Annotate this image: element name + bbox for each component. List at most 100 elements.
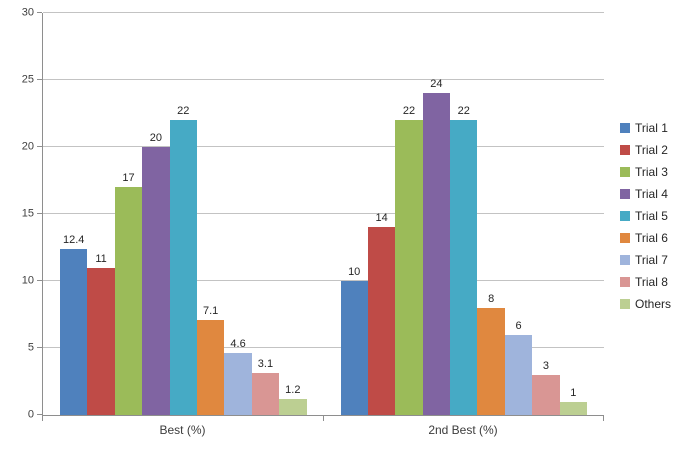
legend-label: Trial 2	[635, 143, 668, 157]
bar	[477, 307, 505, 415]
y-axis-tick	[37, 12, 42, 13]
bar-value-label: 4.6	[230, 338, 246, 351]
bar-groups: 12.4 11 17 20 22 7.1 4.6 3.1 1.2 10 14 22 24 22 8 6 3 1	[43, 13, 604, 415]
legend-item: Others	[620, 298, 671, 310]
bar	[340, 281, 368, 415]
legend-item: Trial 1	[620, 122, 671, 134]
category-label-best: Best (%)	[159, 423, 206, 437]
bar-column: 10	[340, 13, 368, 415]
legend-label: Trial 5	[635, 209, 668, 223]
legend-label: Trial 4	[635, 187, 668, 201]
y-axis-tick-label: 10	[21, 274, 34, 287]
bar-column: 20	[142, 13, 170, 415]
legend-swatch-icon	[620, 211, 630, 221]
bar-column: 22	[395, 13, 423, 415]
bar-value-label: 22	[177, 105, 190, 118]
legend-label: Others	[635, 297, 672, 311]
x-axis-tick	[322, 416, 324, 421]
y-axis-tick	[37, 347, 42, 348]
legend-swatch-icon	[620, 167, 630, 177]
bar-value-label: 12.4	[62, 233, 85, 246]
legend-item: Trial 7	[620, 254, 671, 266]
y-axis-tick-label: 5	[27, 341, 34, 354]
bar-column: 1.2	[279, 13, 307, 415]
bar	[279, 398, 307, 415]
bar	[532, 374, 560, 415]
bar-column: 3.1	[251, 13, 280, 415]
bar-column: 24	[422, 13, 451, 415]
gridline	[43, 213, 604, 214]
bar-column: 7.1	[196, 13, 225, 415]
legend-label: Trial 6	[635, 231, 668, 245]
bar-column: 17	[114, 13, 143, 415]
y-axis-tick	[37, 213, 42, 214]
bar	[450, 120, 478, 415]
legend-label: Trial 7	[635, 253, 668, 267]
legend-item: Trial 8	[620, 276, 671, 288]
bar-value-label: 3	[542, 359, 549, 372]
bar	[395, 120, 423, 415]
bar-value-label: 20	[149, 132, 162, 145]
legend-swatch-icon	[620, 233, 630, 243]
gridline	[43, 12, 604, 13]
bar-value-label: 22	[457, 105, 470, 118]
bar	[224, 353, 252, 415]
legend: Trial 1 Trial 2 Trial 3 Trial 4 Trial 5 Trial…	[620, 122, 671, 310]
gridline	[43, 78, 604, 80]
bar-column: 11	[87, 13, 115, 415]
legend-swatch-icon	[620, 277, 630, 287]
x-axis-tick	[42, 416, 43, 421]
plot-area: 12.4 11 17 20 22 7.1 4.6 3.1 1.2 10 14 22 24 22 8 6 3 1	[37, 12, 604, 421]
legend-label: Trial 1	[635, 121, 668, 135]
bar-value-label: 3.1	[257, 358, 274, 371]
legend-label: Trial 8	[635, 275, 668, 289]
legend-swatch-icon	[620, 189, 630, 199]
bar	[169, 120, 197, 415]
legend-item: Trial 3	[620, 166, 671, 178]
bar	[504, 334, 533, 415]
gridline	[43, 279, 604, 281]
bar-column: 22	[169, 13, 197, 415]
bar-value-label: 8	[488, 292, 495, 305]
bar-value-label: 11	[95, 252, 107, 265]
legend-item: Trial 2	[620, 144, 671, 156]
legend-item: Trial 5	[620, 210, 671, 222]
y-axis-tick	[37, 145, 42, 147]
bar-value-label: 17	[122, 172, 135, 185]
bar	[87, 267, 115, 415]
x-axis-tick	[603, 416, 604, 421]
bar-value-label: 7.1	[203, 304, 219, 317]
bar-value-label: 1	[570, 386, 577, 399]
bar-column: 22	[450, 13, 478, 415]
legend-swatch-icon	[620, 255, 630, 265]
bar-value-label: 1.2	[285, 383, 301, 396]
y-axis-tick	[37, 78, 42, 80]
bar-value-label: 10	[348, 266, 361, 279]
bar-column: 1	[559, 13, 588, 415]
bar-value-label: 24	[430, 78, 443, 91]
bar	[559, 401, 588, 415]
bar	[367, 227, 396, 415]
bar-value-label: 6	[515, 319, 522, 332]
y-axis-tick	[37, 414, 42, 415]
legend-swatch-icon	[620, 299, 630, 309]
legend-item: Trial 4	[620, 188, 671, 200]
bar	[422, 93, 451, 415]
bar-group: 12.4 11 17 20 22 7.1 4.6 3.1 1.2	[43, 13, 324, 415]
bar	[60, 248, 88, 415]
bar-value-label: 14	[375, 212, 388, 225]
bar-column: 14	[367, 13, 396, 415]
bar-column: 8	[477, 13, 505, 415]
bar-value-label: 22	[402, 105, 416, 118]
y-axis-tick	[37, 279, 42, 281]
bar	[114, 187, 143, 415]
legend-swatch-icon	[620, 145, 630, 155]
category-label-2nd-best: 2nd Best (%)	[428, 423, 498, 437]
bar	[196, 319, 225, 415]
y-axis-tick-label: 30	[21, 6, 34, 19]
y-axis-tick-label: 25	[21, 73, 34, 86]
legend-label: Trial 3	[635, 165, 668, 179]
gridline	[43, 145, 604, 147]
legend-swatch-icon	[620, 123, 630, 133]
